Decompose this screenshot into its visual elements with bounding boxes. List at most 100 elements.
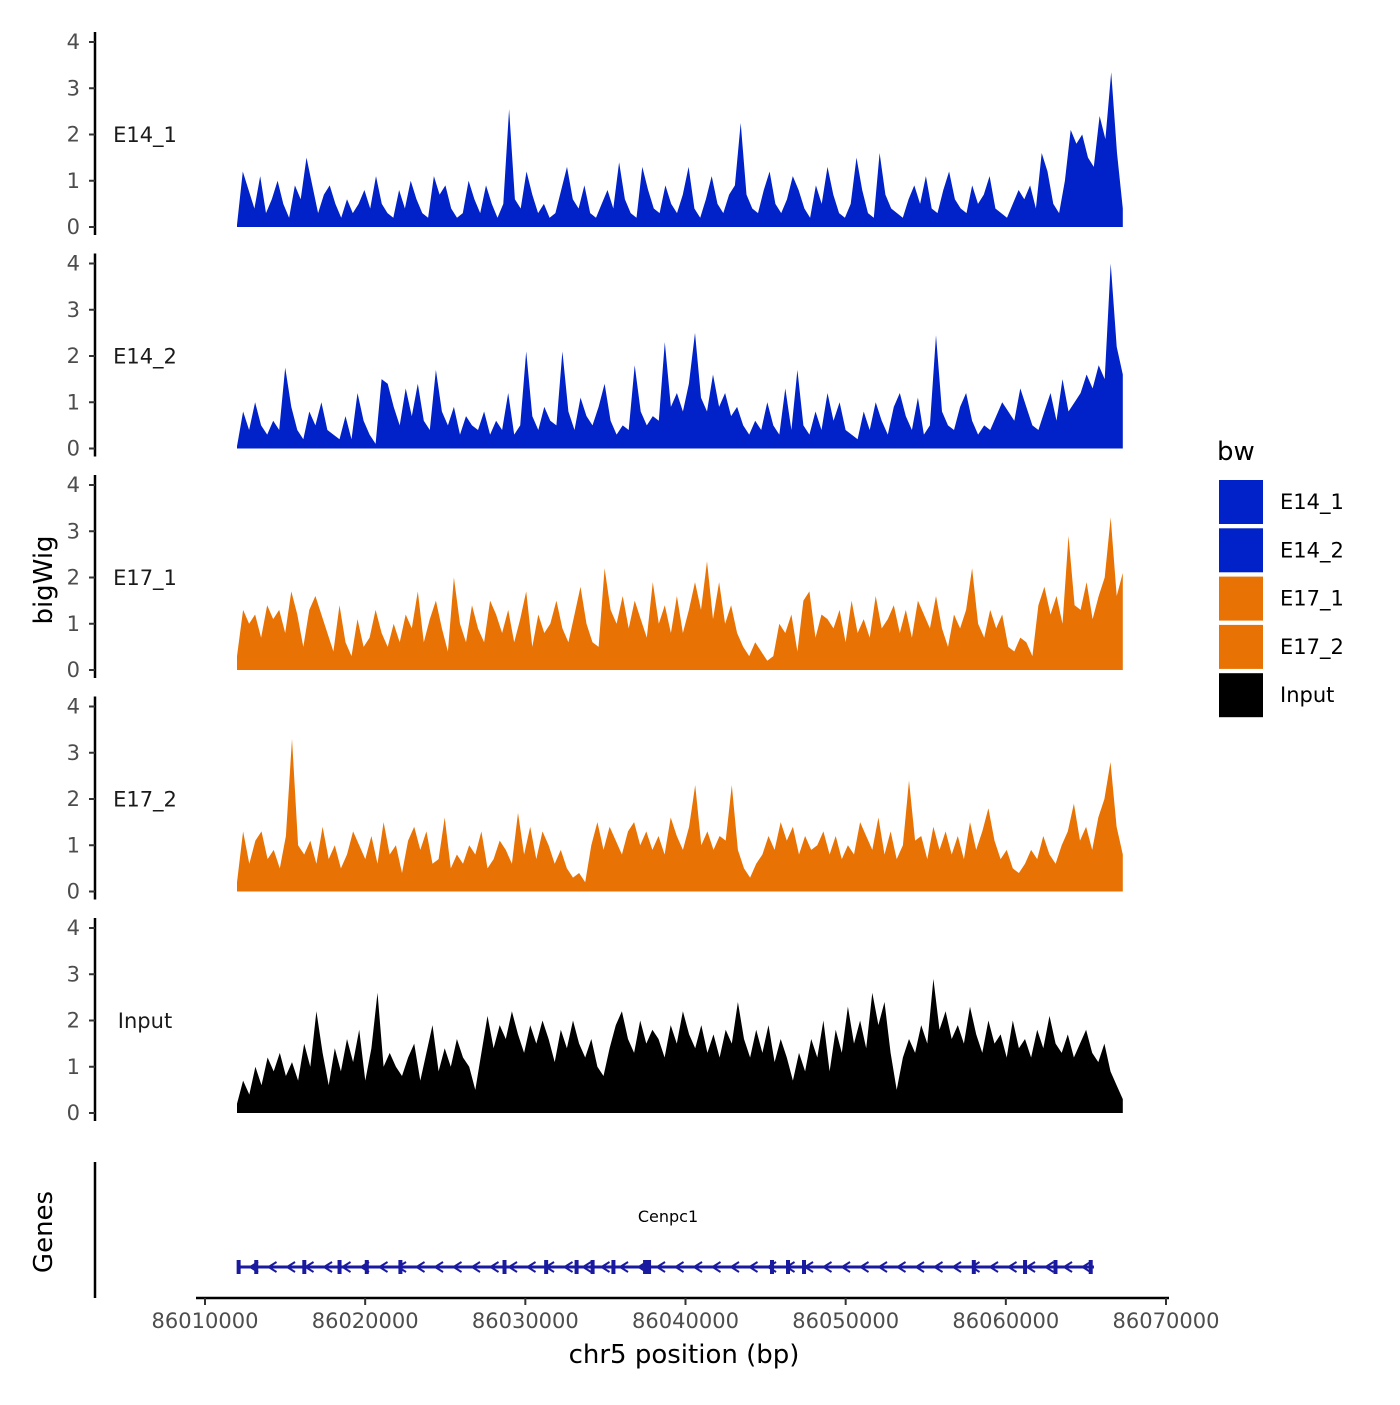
legend-key-e14-1 bbox=[1219, 480, 1263, 524]
y-tick-label: 2 bbox=[67, 123, 80, 147]
exon bbox=[802, 1260, 807, 1274]
exon bbox=[611, 1260, 616, 1274]
strand-arrow-icon bbox=[599, 1261, 611, 1273]
legend-key-e17-2 bbox=[1219, 624, 1263, 669]
area-e17-2 bbox=[237, 738, 1123, 892]
gene-track-title: Genes bbox=[29, 1191, 59, 1273]
x-tick-label: 86030000 bbox=[472, 1309, 579, 1333]
gene-track: Genes Cenpc1 bbox=[29, 1162, 1094, 1298]
strand-arrow-icon bbox=[433, 1261, 444, 1273]
strand-arrow-icon bbox=[895, 1261, 907, 1273]
x-tick-label: 86040000 bbox=[632, 1309, 739, 1333]
strand-arrow-icon bbox=[858, 1261, 870, 1273]
y-tick-label: 2 bbox=[67, 566, 80, 590]
legend-title: bw bbox=[1217, 437, 1255, 467]
strand-arrow-icon bbox=[285, 1261, 296, 1273]
exon bbox=[337, 1260, 342, 1274]
exon bbox=[971, 1260, 976, 1274]
y-tick-label: 3 bbox=[67, 76, 80, 100]
y-tick-label: 4 bbox=[67, 252, 80, 276]
strand-arrow-icon bbox=[710, 1261, 722, 1273]
exon bbox=[643, 1260, 652, 1274]
exon bbox=[398, 1260, 403, 1274]
legend-label-e17-1: E17_1 bbox=[1280, 587, 1344, 612]
exon bbox=[236, 1260, 241, 1274]
track-label-e14-1: E14_1 bbox=[113, 123, 177, 148]
exon bbox=[544, 1260, 549, 1274]
gene-name-label: Cenpc1 bbox=[638, 1207, 698, 1226]
x-axis-title: chr5 position (bp) bbox=[569, 1340, 800, 1370]
y-tick-label: 4 bbox=[67, 30, 80, 54]
exon bbox=[590, 1260, 595, 1274]
y-tick-label: 4 bbox=[67, 695, 80, 719]
exon bbox=[502, 1260, 507, 1274]
strand-arrow-icon bbox=[507, 1261, 518, 1273]
y-tick-label: 3 bbox=[67, 298, 80, 322]
y-tick-label: 1 bbox=[67, 1055, 80, 1079]
area-input bbox=[237, 978, 1123, 1113]
strand-arrow-icon bbox=[525, 1261, 537, 1273]
exon bbox=[574, 1260, 579, 1274]
legend-key-e17-1 bbox=[1219, 576, 1263, 621]
strand-arrow-icon bbox=[1080, 1261, 1092, 1273]
x-tick-label: 86070000 bbox=[1113, 1309, 1220, 1333]
strand-arrow-icon bbox=[470, 1261, 481, 1273]
strand-arrow-icon bbox=[1006, 1261, 1018, 1273]
exon bbox=[302, 1260, 307, 1274]
area-e14-2 bbox=[237, 263, 1123, 449]
exon bbox=[1088, 1260, 1093, 1274]
legend-key-input bbox=[1219, 673, 1263, 718]
strand-arrow-icon bbox=[377, 1261, 389, 1273]
y-tick-label: 2 bbox=[67, 1009, 80, 1033]
y-tick-label: 1 bbox=[67, 612, 80, 636]
legend-key-e14-2 bbox=[1219, 528, 1263, 573]
exon bbox=[254, 1260, 259, 1274]
area-e17-1 bbox=[237, 517, 1123, 670]
exon bbox=[769, 1260, 774, 1274]
strand-arrow-icon bbox=[581, 1261, 592, 1273]
y-tick-label: 2 bbox=[67, 344, 80, 368]
strand-arrow-icon bbox=[747, 1261, 759, 1273]
strand-arrow-icon bbox=[562, 1261, 574, 1273]
strand-arrow-icon bbox=[673, 1261, 685, 1273]
track-label-e14-2: E14_2 bbox=[113, 345, 177, 370]
y-tick-label: 0 bbox=[67, 1101, 80, 1125]
legend-label-e17-2: E17_2 bbox=[1280, 635, 1344, 660]
y-tick-label: 3 bbox=[67, 741, 80, 765]
y-tick-label: 1 bbox=[67, 169, 80, 193]
y-tick-label: 0 bbox=[67, 215, 80, 239]
strand-arrow-icon bbox=[340, 1261, 352, 1273]
strand-arrow-icon bbox=[692, 1261, 703, 1273]
y-axis-title: bigWig bbox=[29, 535, 59, 624]
y-tick-label: 0 bbox=[67, 880, 80, 904]
track-input: 0 1 2 3 4 Input bbox=[67, 916, 1123, 1125]
strand-arrow-icon bbox=[414, 1261, 426, 1273]
strand-arrow-icon bbox=[396, 1261, 407, 1273]
strand-arrow-icon bbox=[877, 1261, 888, 1273]
x-tick-label: 86050000 bbox=[792, 1309, 899, 1333]
signal-tracks: 0 1 2 3 4 E14_1 0 1 2 3 4 E14_2 0 1 2 3 4 E17_1 0 1 2 3 4 E17_2… bbox=[67, 30, 1123, 1125]
y-tick-label: 0 bbox=[67, 658, 80, 682]
x-tick-label: 86010000 bbox=[152, 1309, 259, 1333]
strand-arrow-icon bbox=[618, 1261, 629, 1273]
strand-arrow-icon bbox=[951, 1261, 962, 1273]
y-tick-label: 4 bbox=[67, 473, 80, 497]
strand-arrow-icon bbox=[969, 1261, 981, 1273]
area-e14-1 bbox=[237, 72, 1123, 227]
strand-arrow-icon bbox=[729, 1261, 740, 1273]
y-tick-label: 2 bbox=[67, 787, 80, 811]
legend-label-e14-2: E14_2 bbox=[1280, 538, 1344, 563]
strand-arrow-icon bbox=[932, 1261, 944, 1273]
track-label-e17-1: E17_1 bbox=[113, 566, 177, 591]
x-axis: 86010000 86020000 86030000 86040000 86050000… bbox=[152, 1296, 1220, 1333]
legend-label-e14-1: E14_1 bbox=[1280, 490, 1344, 515]
y-tick-label: 3 bbox=[67, 962, 80, 986]
x-tick-label: 86060000 bbox=[952, 1309, 1059, 1333]
strand-arrow-icon bbox=[322, 1261, 333, 1273]
exon bbox=[1053, 1260, 1058, 1274]
strand-arrow-icon bbox=[655, 1261, 666, 1273]
track-e17-1: 0 1 2 3 4 E17_1 bbox=[67, 473, 1123, 682]
strand-arrow-icon bbox=[488, 1261, 500, 1273]
